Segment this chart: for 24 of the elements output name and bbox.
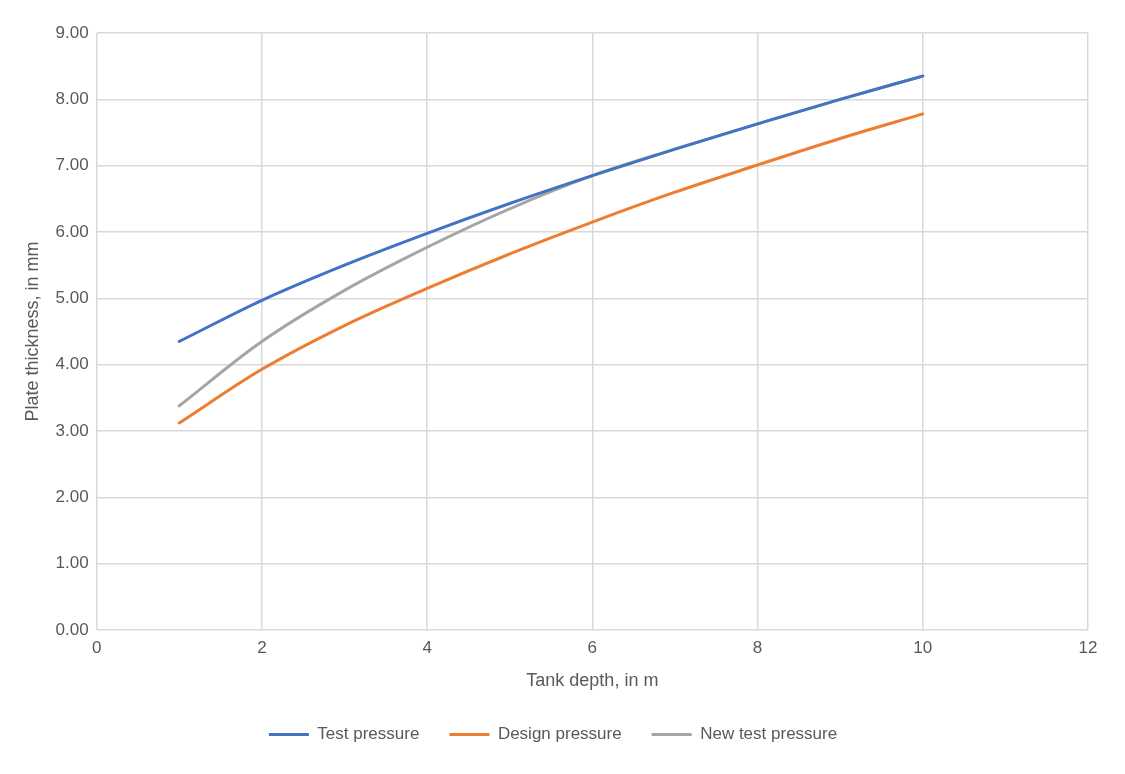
y-tick-label: 3.00 <box>55 420 89 440</box>
line-series <box>177 112 925 425</box>
y-tick-label: 0.00 <box>55 619 89 639</box>
y-tick-label: 4.00 <box>55 354 89 374</box>
x-tick-label: 10 <box>913 637 933 657</box>
y-tick-label: 8.00 <box>55 89 89 109</box>
x-tick-label: 6 <box>587 637 598 657</box>
legend-label: New test pressure <box>700 724 838 744</box>
x-tick-label: 0 <box>91 637 102 657</box>
y-tick-label: 5.00 <box>55 288 89 308</box>
x-tick-label: 8 <box>752 637 763 657</box>
y-tick-label: 6.00 <box>55 221 89 241</box>
x-tick-label: 12 <box>1078 637 1098 657</box>
y-tick-label: 7.00 <box>55 155 89 175</box>
y-tick-label: 1.00 <box>55 553 89 573</box>
x-tick-label: 4 <box>422 637 432 657</box>
legend-label: Design pressure <box>497 724 622 744</box>
y-tick-label: 9.00 <box>55 22 89 42</box>
y-tick-label: 2.00 <box>55 487 89 507</box>
x-tick-label: 2 <box>257 637 267 657</box>
x-axis-title: Tank depth, in m <box>526 670 659 691</box>
y-axis-title: Plate thickness, in mm <box>21 241 42 422</box>
line-series <box>177 74 925 343</box>
legend-label: Test pressure <box>317 724 420 744</box>
